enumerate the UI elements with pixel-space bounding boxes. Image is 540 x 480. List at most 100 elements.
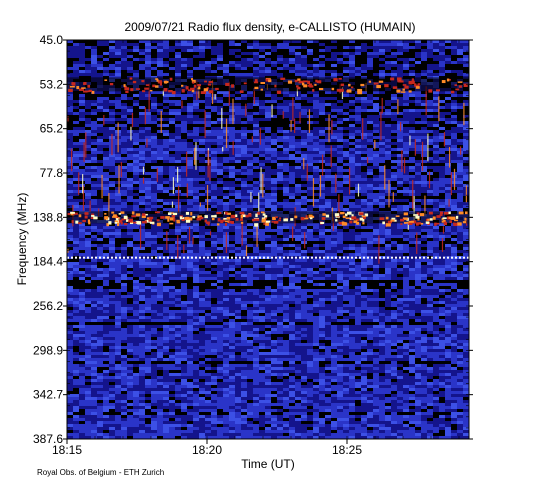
heatmap-cell bbox=[139, 256, 145, 259]
heatmap-cell bbox=[79, 55, 85, 58]
heatmap-cell bbox=[313, 196, 319, 199]
heatmap-cell bbox=[373, 244, 379, 247]
heatmap-cell bbox=[181, 70, 187, 73]
heatmap-cell bbox=[373, 133, 379, 136]
heatmap-cell bbox=[229, 73, 235, 76]
heatmap-cell bbox=[397, 58, 403, 61]
heatmap-cell bbox=[367, 91, 373, 94]
heatmap-cell bbox=[259, 67, 265, 70]
heatmap-cell bbox=[307, 253, 313, 256]
heatmap-cell bbox=[439, 196, 445, 199]
heatmap-cell bbox=[223, 40, 229, 43]
heatmap-cell bbox=[379, 64, 385, 67]
heatmap-cell bbox=[409, 157, 415, 160]
heatmap-cell bbox=[229, 223, 235, 226]
heatmap-cell bbox=[277, 181, 283, 184]
heatmap-cell bbox=[283, 169, 289, 172]
heatmap-cell bbox=[361, 190, 367, 193]
heatmap-cell bbox=[331, 160, 337, 163]
heatmap-cell bbox=[97, 202, 103, 205]
heatmap-cell bbox=[289, 199, 295, 202]
heatmap-cell bbox=[151, 148, 157, 151]
heatmap-cell bbox=[193, 223, 199, 226]
heatmap-cell bbox=[289, 121, 295, 124]
heatmap-cell bbox=[289, 250, 295, 253]
heatmap-cell bbox=[295, 103, 301, 106]
heatmap-cell bbox=[415, 196, 421, 199]
heatmap-cell bbox=[379, 172, 385, 175]
heatmap-cell bbox=[427, 205, 433, 208]
heatmap-cell bbox=[97, 121, 103, 124]
heatmap-cell bbox=[355, 46, 361, 49]
heatmap-cell bbox=[73, 208, 79, 211]
heatmap-cell bbox=[283, 97, 289, 100]
heatmap-cell bbox=[373, 148, 379, 151]
heatmap-cell bbox=[361, 199, 367, 202]
heatmap-cell bbox=[289, 178, 295, 181]
heatmap-cell bbox=[439, 253, 445, 256]
heatmap-cell bbox=[235, 109, 241, 112]
heatmap-cell bbox=[409, 172, 415, 175]
heatmap-cell bbox=[193, 130, 199, 133]
heatmap-cell bbox=[73, 259, 79, 262]
heatmap-cell bbox=[325, 46, 331, 49]
heatmap-cell bbox=[127, 244, 133, 247]
heatmap-cell bbox=[79, 262, 85, 265]
heatmap-cell bbox=[169, 103, 175, 106]
heatmap-cell bbox=[403, 223, 409, 226]
heatmap-cell bbox=[409, 118, 415, 121]
heatmap-cell bbox=[373, 118, 379, 121]
heatmap-cell bbox=[379, 184, 385, 187]
heatmap-cell bbox=[307, 256, 313, 259]
heatmap-cell bbox=[223, 154, 229, 157]
heatmap-cell bbox=[235, 190, 241, 193]
heatmap-cell bbox=[283, 145, 289, 148]
heatmap-cell bbox=[73, 100, 79, 103]
heatmap-cell bbox=[145, 241, 151, 244]
heatmap-cell bbox=[427, 253, 433, 256]
heatmap-cell bbox=[421, 103, 427, 106]
heatmap-cell bbox=[415, 193, 421, 196]
heatmap-cell bbox=[415, 208, 421, 211]
heatmap-cell bbox=[67, 169, 73, 172]
heatmap-cell bbox=[139, 139, 145, 142]
heatmap-cell bbox=[259, 94, 265, 97]
heatmap-cell bbox=[271, 190, 277, 193]
heatmap-cell bbox=[181, 172, 187, 175]
heatmap-cell bbox=[223, 70, 229, 73]
heatmap-cell bbox=[133, 205, 139, 208]
heatmap-cell bbox=[199, 139, 205, 142]
heatmap-cell bbox=[133, 163, 139, 166]
heatmap-cell bbox=[349, 241, 355, 244]
heatmap-cell bbox=[199, 178, 205, 181]
heatmap-cell bbox=[379, 154, 385, 157]
heatmap-cell bbox=[175, 232, 181, 235]
heatmap-cell bbox=[223, 43, 229, 46]
heatmap-cell bbox=[205, 145, 211, 148]
heatmap-cell bbox=[415, 172, 421, 175]
heatmap-cell bbox=[169, 97, 175, 100]
heatmap-cell bbox=[403, 142, 409, 145]
heatmap-cell bbox=[307, 145, 313, 148]
heatmap-cell bbox=[463, 52, 469, 55]
heatmap-cell bbox=[355, 139, 361, 142]
heatmap-cell bbox=[115, 64, 121, 67]
heatmap-cell bbox=[175, 94, 181, 97]
heatmap-cell bbox=[247, 238, 253, 241]
heatmap-cell bbox=[361, 52, 367, 55]
heatmap-cell bbox=[277, 73, 283, 76]
heatmap-cell bbox=[91, 94, 97, 97]
heatmap-cell bbox=[445, 46, 451, 49]
heatmap-cell bbox=[439, 70, 445, 73]
heatmap-cell bbox=[199, 142, 205, 145]
heatmap-cell bbox=[193, 103, 199, 106]
heatmap-cell bbox=[241, 49, 247, 52]
heatmap-cell bbox=[367, 151, 373, 154]
heatmap-cell bbox=[307, 40, 313, 43]
heatmap-cell bbox=[181, 148, 187, 151]
heatmap-cell bbox=[451, 40, 457, 43]
heatmap-cell bbox=[289, 67, 295, 70]
heatmap-cell bbox=[295, 229, 301, 232]
heatmap-cell bbox=[373, 130, 379, 133]
heatmap-cell bbox=[181, 61, 187, 64]
